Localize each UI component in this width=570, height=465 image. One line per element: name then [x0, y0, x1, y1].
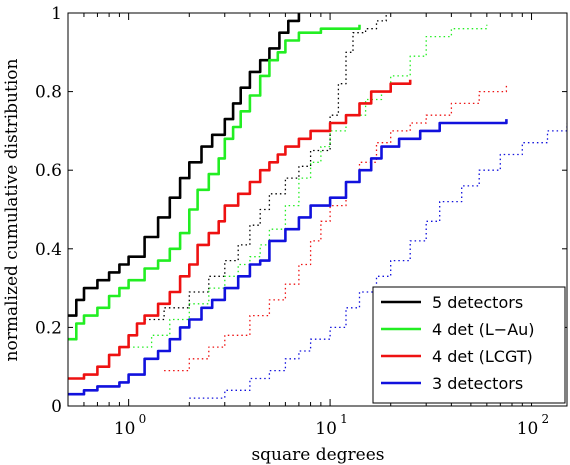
legend-label-3: 3 detectors: [432, 374, 523, 393]
y-axis-label: normalized cumulative distribution: [2, 58, 22, 361]
series-line-7-dotted: [189, 123, 567, 399]
x-tick-exponent-1: 1: [340, 412, 348, 426]
x-tick-label-1: 10: [315, 419, 337, 439]
y-tick-label-4: 0.8: [35, 83, 62, 103]
x-tick-label-0: 10: [114, 419, 136, 439]
series-line-4-solid: [68, 79, 412, 380]
y-tick-label-2: 0.4: [35, 240, 62, 260]
y-tick-label-3: 0.6: [35, 161, 62, 181]
y-tick-label-0: 0: [51, 397, 62, 417]
y-tick-label-5: 1: [51, 4, 62, 24]
series-line-6-solid: [68, 119, 508, 396]
series-line-5-dotted: [164, 83, 508, 372]
series-line-1-dotted: [144, 13, 387, 321]
series-line-2-solid: [68, 24, 361, 341]
legend-label-2: 4 det (LCGT): [432, 347, 533, 366]
y-tick-label-1: 0.2: [35, 318, 62, 338]
series-line-0-solid: [68, 13, 301, 317]
x-tick-label-2: 10: [517, 419, 539, 439]
x-axis-label: square degrees: [251, 445, 384, 465]
legend-label-0: 5 detectors: [432, 293, 523, 312]
x-tick-exponent-2: 2: [542, 412, 550, 426]
legend: 5 detectors 4 det (L−Au) 4 det (LCGT) 3 det…: [372, 286, 566, 404]
legend-label-1: 4 det (L−Au): [432, 320, 535, 339]
x-tick-exponent-0: 0: [139, 412, 147, 426]
plot-frame: [67, 12, 568, 407]
